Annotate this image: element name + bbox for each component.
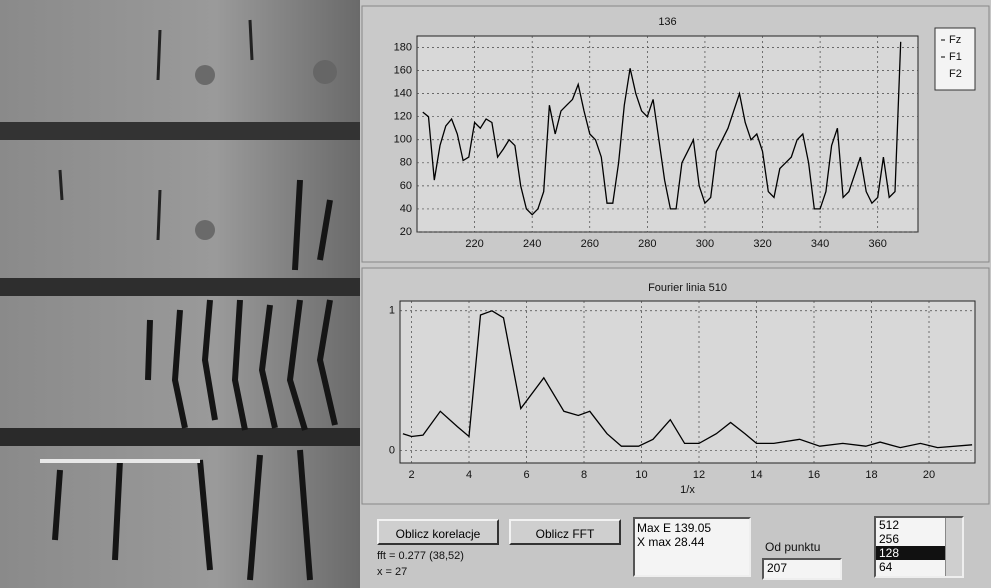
sample-image (0, 0, 360, 588)
result-line: X max 28.44 (637, 535, 705, 549)
data-line (422, 41, 902, 216)
scrollbar[interactable] (945, 518, 962, 576)
plot-area (399, 300, 976, 464)
button[interactable]: Oblicz korelacje (377, 519, 499, 545)
chart-title: 136 (658, 16, 676, 28)
y-tick-label: 0 (389, 444, 395, 456)
x-tick-label: 18 (865, 469, 877, 481)
x-tick-label: 260 (581, 238, 599, 250)
x-tick-label: 10 (635, 469, 647, 481)
x-tick-label: 360 (869, 238, 887, 250)
legend-entry: F2 (949, 68, 962, 80)
y-tick-label: 140 (394, 88, 412, 100)
result-line: Max E 139.05 (637, 521, 712, 535)
list-item[interactable]: 512 (879, 518, 900, 532)
x-tick-label: 4 (466, 469, 472, 481)
result-box: Max E 139.05 X max 28.44 (633, 517, 751, 577)
status-text: x = 27 (377, 566, 408, 578)
x-tick-label: 240 (523, 238, 541, 250)
y-tick-label: 180 (394, 41, 412, 53)
y-tick-label: 80 (400, 157, 412, 169)
legend-entry: Fz (949, 34, 961, 46)
x-tick-label: 14 (750, 469, 762, 481)
list-item[interactable]: 64 (879, 560, 893, 574)
x-tick-label: 340 (811, 238, 829, 250)
x-tick-label: 2 (408, 469, 414, 481)
y-tick-label: 40 (400, 203, 412, 215)
text-input[interactable]: 207 (762, 558, 842, 580)
status-text: fft = 0.277 (38,52) (377, 550, 464, 562)
list-item[interactable]: 256 (879, 532, 900, 546)
y-tick-label: 1 (389, 305, 395, 317)
list-item[interactable]: 128 (876, 546, 947, 560)
x-tick-label: 300 (696, 238, 714, 250)
x-tick-label: 12 (693, 469, 705, 481)
y-tick-label: 120 (394, 111, 412, 123)
x-tick-label: 20 (923, 469, 935, 481)
listbox[interactable]: 512 256 128 64 (874, 516, 964, 578)
y-tick-label: 20 (400, 226, 412, 238)
x-tick-label: 6 (523, 469, 529, 481)
legend-entry: F1 (949, 51, 962, 63)
x-tick-label: 320 (753, 238, 771, 250)
x-tick-label: 220 (465, 238, 483, 250)
label: Od punktu (765, 540, 821, 554)
button[interactable]: Oblicz FFT (509, 519, 621, 545)
y-tick-label: 100 (394, 134, 412, 146)
x-axis-label: 1/x (680, 484, 695, 496)
x-tick-label: 280 (638, 238, 656, 250)
y-tick-label: 160 (394, 64, 412, 76)
data-line (402, 310, 973, 449)
plot-area (416, 35, 919, 233)
chart-title: Fourier linia 510 (648, 282, 727, 294)
legend: Fz F1 F2 (934, 27, 976, 91)
x-tick-label: 8 (581, 469, 587, 481)
y-tick-label: 60 (400, 180, 412, 192)
x-tick-label: 16 (808, 469, 820, 481)
